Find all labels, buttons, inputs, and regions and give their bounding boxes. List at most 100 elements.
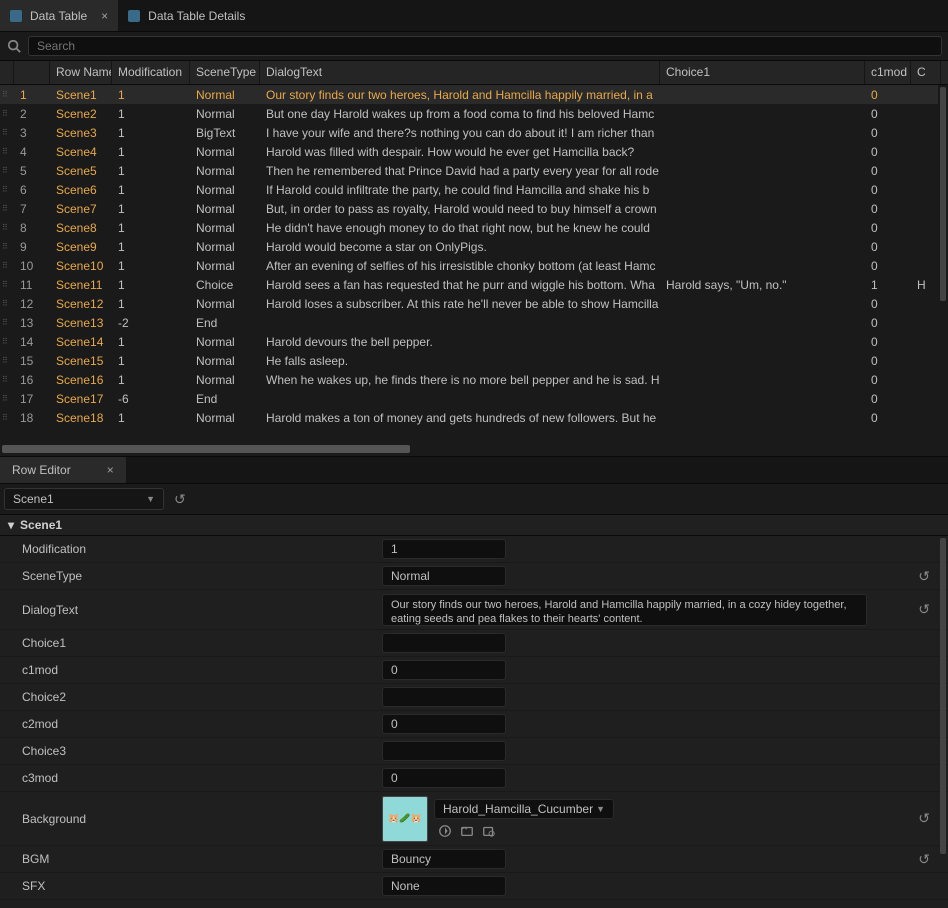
close-icon[interactable]: ×: [107, 463, 114, 477]
table-row[interactable]: ⠿18Scene181NormalHarold makes a ton of m…: [0, 408, 948, 427]
modification-input[interactable]: [382, 539, 506, 559]
cell-c: [911, 150, 941, 154]
prop-label: Choice1: [0, 636, 382, 650]
table-row[interactable]: ⠿17Scene17-6End0: [0, 389, 948, 408]
close-icon[interactable]: ×: [101, 9, 108, 23]
c1mod-input[interactable]: [382, 660, 506, 680]
col-c[interactable]: C: [911, 61, 941, 84]
table-row[interactable]: ⠿10Scene101NormalAfter an evening of sel…: [0, 256, 948, 275]
tab-data-table[interactable]: Data Table ×: [0, 0, 118, 31]
cell-modification: 1: [112, 105, 190, 123]
row-handle[interactable]: ⠿: [0, 335, 14, 348]
row-handle[interactable]: ⠿: [0, 240, 14, 253]
sfx-input[interactable]: [382, 876, 506, 896]
row-handle[interactable]: ⠿: [0, 88, 14, 101]
vertical-scrollbar[interactable]: [938, 85, 948, 442]
col-scenetype[interactable]: SceneType: [190, 61, 260, 84]
row-handle[interactable]: ⠿: [0, 164, 14, 177]
col-rowname[interactable]: Row Name: [50, 61, 112, 84]
table-row[interactable]: ⠿8Scene81NormalHe didn't have enough mon…: [0, 218, 948, 237]
cell-scenetype: Normal: [190, 86, 260, 104]
collapse-icon[interactable]: ▾: [8, 518, 14, 532]
row-handle[interactable]: ⠿: [0, 297, 14, 310]
c3mod-input[interactable]: [382, 768, 506, 788]
cell-c1mod: 0: [865, 333, 911, 351]
cell-choice1: [660, 112, 865, 116]
choice2-input[interactable]: [382, 687, 506, 707]
table-row[interactable]: ⠿7Scene71NormalBut, in order to pass as …: [0, 199, 948, 218]
col-index[interactable]: [14, 61, 50, 84]
table-row[interactable]: ⠿2Scene21NormalBut one day Harold wakes …: [0, 104, 948, 123]
prop-modification: Modification: [0, 536, 948, 563]
table-row[interactable]: ⠿6Scene61NormalIf Harold could infiltrat…: [0, 180, 948, 199]
background-thumbnail[interactable]: 🐹🥒🐹: [382, 796, 428, 842]
cell-modification: -6: [112, 390, 190, 408]
c2mod-input[interactable]: [382, 714, 506, 734]
table-row[interactable]: ⠿5Scene51NormalThen he remembered that P…: [0, 161, 948, 180]
section-title: Scene1: [20, 518, 62, 532]
table-row[interactable]: ⠿14Scene141NormalHarold devours the bell…: [0, 332, 948, 351]
cell-dialogtext: Harold loses a subscriber. At this rate …: [260, 295, 660, 313]
cell-dialogtext: He falls asleep.: [260, 352, 660, 370]
tab-label: Row Editor: [12, 463, 71, 477]
cell-index: 17: [14, 390, 50, 408]
search-icon[interactable]: [6, 38, 22, 54]
table-row[interactable]: ⠿1Scene11NormalOur story finds our two h…: [0, 85, 948, 104]
choice3-input[interactable]: [382, 741, 506, 761]
table-row[interactable]: ⠿4Scene41NormalHarold was filled with de…: [0, 142, 948, 161]
cell-dialogtext: Harold sees a fan has requested that he …: [260, 276, 660, 294]
row-handle[interactable]: ⠿: [0, 221, 14, 234]
row-handle[interactable]: ⠿: [0, 278, 14, 291]
revert-icon[interactable]: ↺: [918, 810, 930, 827]
section-header[interactable]: ▾ Scene1: [0, 515, 948, 536]
table-row[interactable]: ⠿12Scene121NormalHarold loses a subscrib…: [0, 294, 948, 313]
background-dropdown[interactable]: Harold_Hamcilla_Cucumber ▼: [434, 799, 614, 819]
table-row[interactable]: ⠿9Scene91NormalHarold would become a sta…: [0, 237, 948, 256]
table-row[interactable]: ⠿15Scene151NormalHe falls asleep.0: [0, 351, 948, 370]
revert-icon[interactable]: ↺: [918, 568, 930, 585]
cell-c1mod: 0: [865, 314, 911, 332]
bgm-input[interactable]: [382, 849, 506, 869]
row-handle[interactable]: ⠿: [0, 392, 14, 405]
search-input[interactable]: [28, 36, 942, 56]
browse-icon[interactable]: [460, 824, 474, 838]
row-handle[interactable]: ⠿: [0, 202, 14, 215]
table-row[interactable]: ⠿11Scene111ChoiceHarold sees a fan has r…: [0, 275, 948, 294]
col-dialogtext[interactable]: DialogText: [260, 61, 660, 84]
cell-rowname: Scene18: [50, 409, 112, 427]
row-handle[interactable]: ⠿: [0, 145, 14, 158]
table-row[interactable]: ⠿13Scene13-2End0: [0, 313, 948, 332]
find-icon[interactable]: [482, 824, 496, 838]
prop-dialogtext: DialogText ↺: [0, 590, 948, 630]
scenetype-input[interactable]: [382, 566, 506, 586]
row-handle[interactable]: ⠿: [0, 373, 14, 386]
row-handle[interactable]: ⠿: [0, 107, 14, 120]
revert-icon[interactable]: ↺: [918, 851, 930, 868]
row-handle[interactable]: ⠿: [0, 183, 14, 196]
row-handle[interactable]: ⠿: [0, 316, 14, 329]
row-dropdown[interactable]: Scene1 ▼: [4, 488, 164, 510]
cell-rowname: Scene2: [50, 105, 112, 123]
tab-data-table-details[interactable]: Data Table Details: [118, 0, 255, 31]
row-handle[interactable]: ⠿: [0, 354, 14, 367]
choice1-input[interactable]: [382, 633, 506, 653]
row-handle[interactable]: ⠿: [0, 126, 14, 139]
revert-icon[interactable]: ↺: [174, 491, 186, 508]
cell-modification: 1: [112, 143, 190, 161]
revert-icon[interactable]: ↺: [918, 601, 930, 618]
col-c1mod[interactable]: c1mod: [865, 61, 911, 84]
horizontal-scrollbar[interactable]: [0, 442, 948, 456]
cell-c1mod: 0: [865, 295, 911, 313]
tab-row-editor[interactable]: Row Editor ×: [0, 457, 126, 483]
cell-choice1: [660, 359, 865, 363]
editor-vertical-scrollbar[interactable]: [938, 536, 948, 908]
use-selected-icon[interactable]: [438, 824, 452, 838]
col-choice1[interactable]: Choice1: [660, 61, 865, 84]
table-row[interactable]: ⠿16Scene161NormalWhen he wakes up, he fi…: [0, 370, 948, 389]
row-handle[interactable]: ⠿: [0, 411, 14, 424]
cell-scenetype: Normal: [190, 162, 260, 180]
table-row[interactable]: ⠿3Scene31BigTextI have your wife and the…: [0, 123, 948, 142]
row-handle[interactable]: ⠿: [0, 259, 14, 272]
col-modification[interactable]: Modification: [112, 61, 190, 84]
dialogtext-input[interactable]: [382, 594, 867, 626]
